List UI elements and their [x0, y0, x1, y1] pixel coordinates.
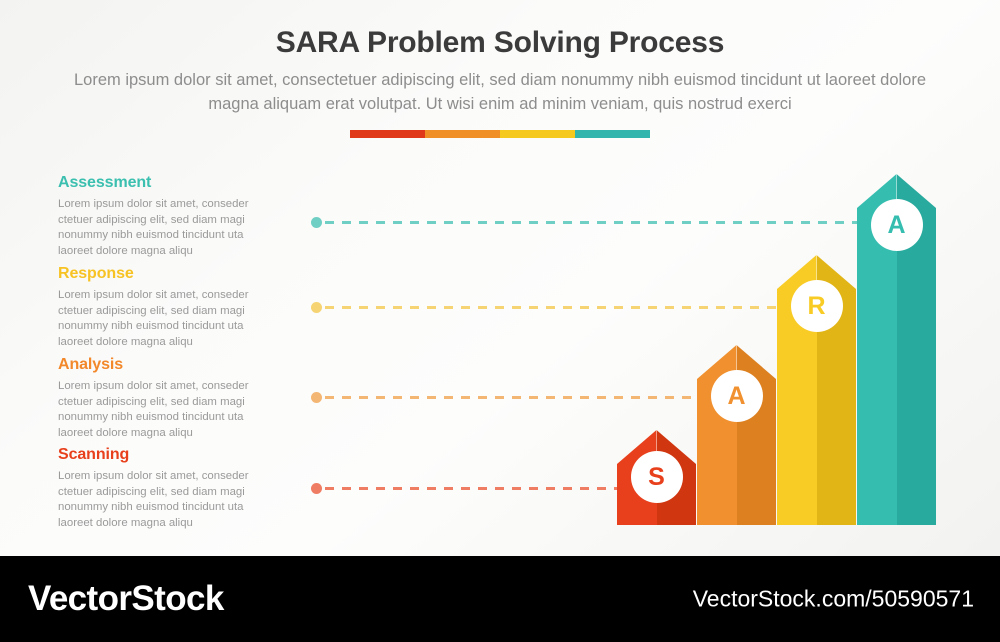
connector-dot-analysis	[311, 392, 322, 403]
arrow-body-response	[777, 289, 856, 525]
legend-body-assessment: Lorem ipsum dolor sit amet, conseder cte…	[58, 198, 249, 257]
arrow-badge-scanning: S	[630, 451, 683, 503]
arrow-badge-letter-scanning: S	[648, 462, 665, 491]
connector-line-assessment	[325, 221, 860, 224]
legend-body-analysis: Lorem ipsum dolor sit amet, conseder cte…	[58, 380, 249, 439]
arrow-bar-scanning[interactable]: S	[617, 430, 696, 525]
arrow-body-assessment	[857, 208, 936, 525]
arrow-bar-analysis[interactable]: A	[697, 345, 776, 525]
connector-line-analysis	[325, 396, 723, 399]
legend-title-response: Response	[58, 265, 134, 282]
arrow-bar-assessment[interactable]: A	[857, 174, 936, 525]
connector-line-response	[325, 306, 804, 309]
page-title: SARA Problem Solving Process	[275, 26, 725, 59]
arrow-badge-analysis: A	[710, 370, 763, 422]
arrow-badge-letter-assessment: A	[887, 210, 906, 239]
connector-assessment	[311, 217, 860, 228]
arrow-bar-chart: S A R	[617, 174, 936, 525]
page-subtitle: Lorem ipsum dolor sit amet, consectetuer…	[73, 71, 927, 113]
connector-dot-response	[311, 302, 322, 313]
legend-item-response[interactable]: Response Lorem ipsum dolor sit amet, con…	[58, 265, 273, 350]
arrow-tip-analysis	[697, 345, 776, 379]
divider-segment-2	[425, 130, 500, 138]
connector-analysis	[311, 392, 723, 403]
color-divider-bar	[350, 130, 650, 138]
connector-line-scanning	[325, 487, 621, 490]
vectorstock-url: VectorStock.com/50590571	[692, 585, 974, 612]
connector-response	[311, 302, 804, 313]
connector-scanning	[311, 483, 621, 494]
legend-item-assessment[interactable]: Assessment Lorem ipsum dolor sit amet, c…	[58, 174, 273, 259]
legend-item-analysis[interactable]: Analysis Lorem ipsum dolor sit amet, con…	[58, 356, 273, 441]
arrow-body-right-face	[896, 208, 936, 525]
divider-segment-3	[500, 130, 575, 138]
legend-body-scanning: Lorem ipsum dolor sit amet, conseder cte…	[58, 470, 249, 529]
arrow-bar-response[interactable]: R	[777, 255, 856, 525]
arrow-badge-assessment: A	[870, 199, 923, 251]
connector-dot-assessment	[311, 217, 322, 228]
arrow-badge-response: R	[790, 280, 843, 332]
legend-body-response: Lorem ipsum dolor sit amet, conseder cte…	[58, 289, 249, 348]
arrow-body-left-face	[857, 208, 897, 525]
divider-segment-4	[575, 130, 650, 138]
divider-segment-1	[350, 130, 425, 138]
vectorstock-logo: VectorStock	[28, 579, 224, 618]
arrow-badge-letter-analysis: A	[727, 381, 746, 410]
arrow-badge-letter-response: R	[807, 291, 826, 320]
legend-title-scanning: Scanning	[58, 446, 130, 463]
legend-title-assessment: Assessment	[58, 174, 152, 191]
connector-dot-scanning	[311, 483, 322, 494]
legend-item-scanning[interactable]: Scanning Lorem ipsum dolor sit amet, con…	[58, 446, 273, 531]
footer-bar: VectorStock VectorStock.com/50590571	[0, 556, 1000, 642]
legend-title-analysis: Analysis	[58, 356, 124, 373]
